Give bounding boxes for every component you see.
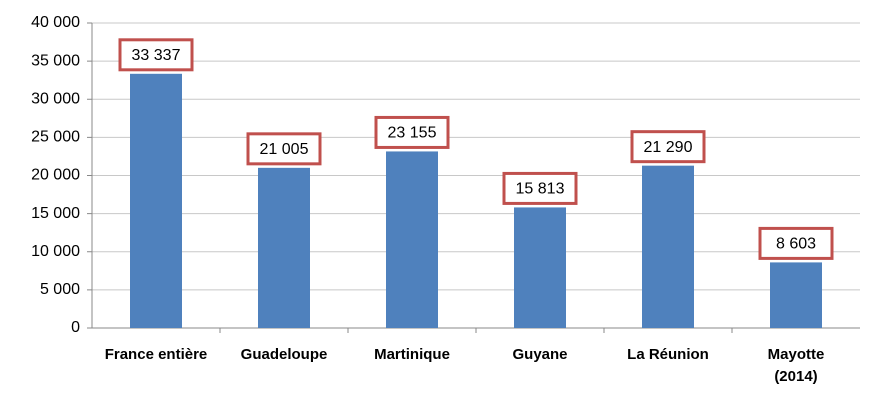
bar bbox=[386, 151, 438, 328]
x-tick-label: Guadeloupe bbox=[240, 346, 328, 363]
y-tick-label: 5 000 bbox=[40, 281, 80, 298]
value-label-box bbox=[502, 171, 578, 205]
bar bbox=[514, 207, 566, 328]
y-tick-label: 35 000 bbox=[31, 52, 80, 69]
x-tick-label: Mayotte (2014) bbox=[767, 346, 825, 385]
y-tick-label: 0 bbox=[71, 319, 80, 336]
value-label: 21 005 bbox=[260, 141, 309, 158]
bar bbox=[130, 73, 182, 328]
x-tick-label: La Réunion bbox=[627, 346, 709, 363]
y-tick-label: 20 000 bbox=[31, 167, 80, 184]
bar bbox=[770, 262, 822, 328]
y-tick-label: 10 000 bbox=[31, 243, 80, 260]
value-label-box bbox=[374, 115, 450, 149]
value-label-box bbox=[630, 130, 706, 164]
x-tick-label: France entière bbox=[104, 346, 208, 363]
y-tick-label: 15 000 bbox=[31, 205, 80, 222]
x-tick-label: Guyane bbox=[512, 346, 568, 363]
bar bbox=[258, 167, 310, 328]
y-tick-label: 30 000 bbox=[31, 90, 80, 107]
x-tick-label: Martinique bbox=[374, 346, 450, 363]
bar bbox=[642, 165, 694, 328]
value-label: 21 290 bbox=[644, 139, 693, 156]
value-label-box bbox=[118, 38, 194, 72]
value-label-box bbox=[758, 226, 834, 260]
value-label: 8 603 bbox=[776, 236, 816, 253]
y-tick-label: 25 000 bbox=[31, 129, 80, 146]
value-label: 23 155 bbox=[388, 125, 437, 142]
value-label: 33 337 bbox=[132, 47, 181, 64]
value-label-box bbox=[246, 132, 322, 166]
y-tick-label: 40 000 bbox=[31, 14, 80, 31]
value-label: 15 813 bbox=[516, 181, 565, 198]
